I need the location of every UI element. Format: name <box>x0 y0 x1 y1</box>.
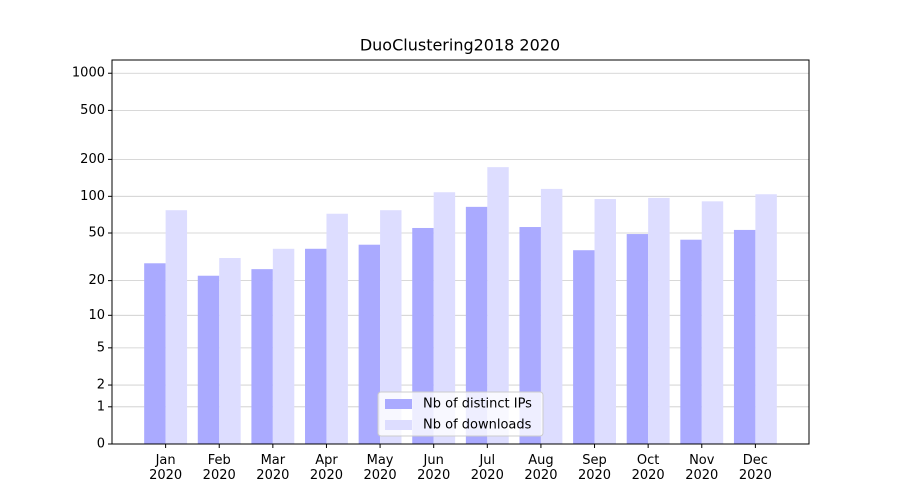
x-tick-label: Aug 2020 <box>524 453 558 483</box>
bar <box>165 210 188 444</box>
y-tick-label: 50 <box>88 225 105 240</box>
bar <box>380 210 402 444</box>
x-tick-label: Dec 2020 <box>738 453 772 483</box>
x-tick-label: Nov 2020 <box>685 453 719 483</box>
y-tick-label: 1 <box>97 399 105 414</box>
y-tick-label: 2 <box>97 378 105 393</box>
y-tick-label: 100 <box>80 189 105 204</box>
x-tick-label: Oct 2020 <box>631 453 665 483</box>
x-tick-label: Feb 2020 <box>202 453 236 483</box>
x-tick-label: Jun 2020 <box>417 453 451 483</box>
y-tick-label: 500 <box>80 103 105 118</box>
bar <box>540 188 563 444</box>
y-tick-label: 20 <box>88 273 105 288</box>
x-tick-label: May 2020 <box>363 453 397 483</box>
bar <box>326 213 348 444</box>
legend: Nb of distinct IPs Nb of downloads <box>377 391 544 437</box>
bar <box>305 248 327 444</box>
bar <box>519 227 541 444</box>
y-tick-label: 5 <box>97 340 105 355</box>
plot-frame <box>111 59 810 445</box>
bar <box>594 199 616 444</box>
x-tick-label: Mar 2020 <box>256 453 290 483</box>
bar <box>487 167 509 444</box>
bar <box>733 229 756 444</box>
x-tick-label: Jan 2020 <box>149 453 183 483</box>
bar <box>701 201 724 444</box>
y-tick-label: 0 <box>97 437 105 452</box>
bar <box>573 250 595 444</box>
bar <box>626 234 649 444</box>
y-tick-label: 200 <box>80 152 105 167</box>
x-tick-label: Sep 2020 <box>577 453 612 483</box>
bar <box>412 227 434 444</box>
legend-label: Nb of downloads <box>423 418 532 433</box>
chart-title: DuoClustering2018 2020 <box>360 36 560 55</box>
bar <box>197 275 220 444</box>
bar <box>648 197 670 444</box>
bar <box>358 244 381 444</box>
legend-swatch <box>385 420 412 430</box>
legend-label: Nb of distinct IPs <box>423 397 532 412</box>
bar <box>465 206 488 444</box>
bar <box>680 239 702 444</box>
y-tick-label: 10 <box>88 308 105 323</box>
x-tick-label: Jul 2020 <box>470 453 504 483</box>
x-tick-label: Apr 2020 <box>309 453 343 483</box>
bar <box>433 192 456 444</box>
legend-swatch <box>385 399 412 409</box>
bar <box>755 194 777 444</box>
legend-box <box>377 391 544 437</box>
bar <box>272 248 295 444</box>
bar <box>219 258 241 444</box>
bar <box>251 269 273 444</box>
bar <box>144 263 166 444</box>
y-tick-label: 1000 <box>72 66 105 81</box>
